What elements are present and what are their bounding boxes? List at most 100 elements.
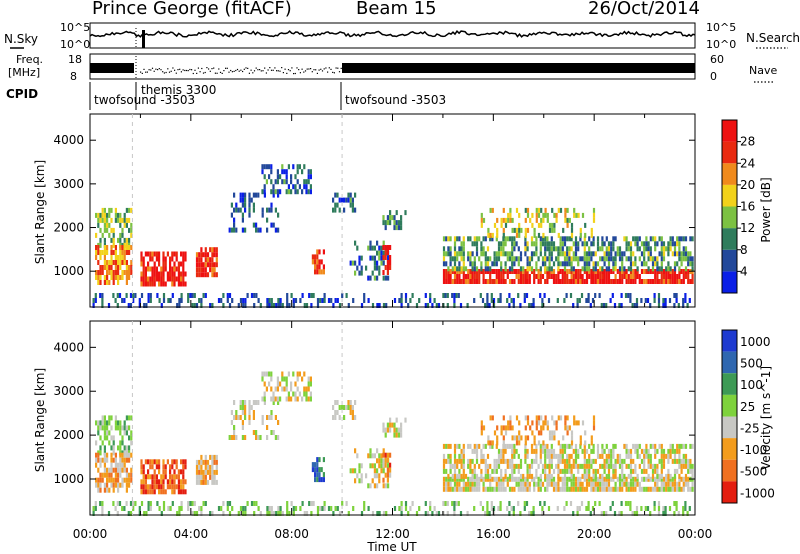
- heatmap-cell: [175, 266, 178, 272]
- heatmap-cell: [643, 458, 646, 464]
- heatmap-cell: [158, 484, 161, 490]
- heatmap-cell: [180, 459, 183, 465]
- heatmap-cell: [557, 473, 560, 479]
- heatmap-cell: [259, 227, 262, 233]
- heatmap-cell: [445, 486, 448, 492]
- heatmap-cell: [557, 232, 560, 238]
- heatmap-cell: [596, 241, 600, 247]
- heatmap-cell: [627, 293, 630, 298]
- heatmap-cell: [636, 241, 639, 247]
- heatmap-cell: [128, 275, 131, 280]
- heatmap-cell: [526, 463, 529, 469]
- heatmap-cell: [583, 443, 586, 449]
- heatmap-cell: [579, 440, 582, 446]
- heatmap-cell: [629, 241, 633, 247]
- heatmap-cell: [270, 386, 273, 392]
- heatmap-cell: [572, 481, 575, 487]
- heatmap-cell: [180, 489, 183, 495]
- heatmap-cell: [193, 511, 196, 516]
- heatmap-cell: [578, 506, 581, 511]
- heatmap-cell: [486, 501, 489, 506]
- heatmap-cell: [209, 247, 212, 253]
- heatmap-cell: [680, 256, 683, 262]
- heatmap-cell: [117, 477, 120, 483]
- heatmap-cell: [145, 511, 148, 516]
- heatmap-cell: [489, 473, 492, 479]
- heatmap-cell: [585, 448, 589, 454]
- heatmap-cell: [546, 256, 549, 262]
- heatmap-cell: [579, 463, 582, 469]
- heatmap-cell: [638, 256, 641, 262]
- heatmap-cell: [252, 222, 255, 228]
- heatmap-cell: [502, 448, 505, 454]
- heatmap-cell: [453, 279, 457, 284]
- heatmap-cell: [373, 483, 376, 489]
- heatmap-cell: [502, 251, 505, 257]
- heatmap-cell: [119, 430, 122, 436]
- heatmap-cell: [261, 212, 264, 218]
- heatmap-cell: [546, 425, 549, 431]
- heatmap-cell: [106, 425, 109, 431]
- heatmap-cell: [623, 251, 626, 257]
- heatmap-cell: [182, 266, 185, 272]
- heatmap-cell: [566, 481, 569, 487]
- heatmap-cell: [500, 251, 503, 257]
- heatmap-cell: [603, 468, 606, 474]
- heatmap-cell: [489, 274, 492, 279]
- heatmap-cell: [99, 265, 102, 270]
- heatmap-cell: [279, 174, 282, 180]
- heatmap-cell: [656, 463, 659, 469]
- heatmap-cell: [574, 236, 578, 242]
- heatmap-cell: [513, 269, 516, 274]
- heatmap-cell: [579, 236, 582, 242]
- heatmap-cell: [95, 275, 98, 280]
- heatmap-cell: [263, 391, 266, 397]
- heatmap-cell: [153, 474, 156, 480]
- heatmap-cell: [480, 269, 483, 274]
- heatmap-cell: [576, 298, 579, 303]
- heatmap-cell: [484, 266, 487, 272]
- heatmap-cell: [209, 454, 212, 460]
- heatmap-cell: [303, 386, 306, 392]
- heatmap-cell: [487, 440, 490, 446]
- heatmap-cell: [658, 476, 661, 482]
- heatmap-cell: [611, 501, 614, 506]
- heatmap-cell: [451, 293, 454, 298]
- heatmap-cell: [130, 265, 133, 270]
- heatmap-cell: [314, 462, 317, 468]
- heatmap-cell: [97, 260, 100, 265]
- heatmap-cell: [651, 486, 655, 492]
- heatmap-cell: [660, 256, 663, 262]
- heatmap-cell: [559, 236, 562, 242]
- heatmap-cell: [552, 476, 556, 482]
- heatmap-cell: [110, 250, 113, 255]
- heatmap-cell: [523, 293, 526, 298]
- heatmap-cell: [459, 303, 463, 308]
- heatmap-cell: [605, 269, 608, 274]
- heatmap-cell: [484, 486, 487, 492]
- heatmap-cell: [352, 506, 355, 511]
- heatmap-cell: [596, 486, 600, 492]
- heatmap-cell: [677, 303, 680, 308]
- heatmap-cell: [244, 207, 247, 213]
- heatmap-cell: [500, 468, 503, 474]
- heatmap-cell: [177, 484, 180, 490]
- heatmap-cell: [559, 246, 562, 252]
- heatmap-cell: [445, 458, 448, 464]
- heatmap-cell: [158, 506, 161, 511]
- heatmap-cell: [155, 266, 158, 272]
- heatmap-cell: [588, 266, 591, 272]
- heatmap-cell: [125, 425, 128, 431]
- heatmap-cell: [680, 269, 683, 274]
- heatmap-cell: [103, 467, 106, 473]
- heatmap-cell: [542, 212, 545, 218]
- heatmap-cell: [573, 415, 576, 421]
- heatmap-cell: [522, 476, 525, 482]
- heatmap-cell: [447, 251, 450, 257]
- heatmap-cell: [658, 486, 661, 492]
- heatmap-cell: [114, 298, 117, 303]
- heatmap-cell: [303, 371, 306, 377]
- heatmap-cell: [290, 174, 293, 180]
- heatmap-cell: [495, 261, 498, 267]
- heatmap-cell: [496, 217, 499, 223]
